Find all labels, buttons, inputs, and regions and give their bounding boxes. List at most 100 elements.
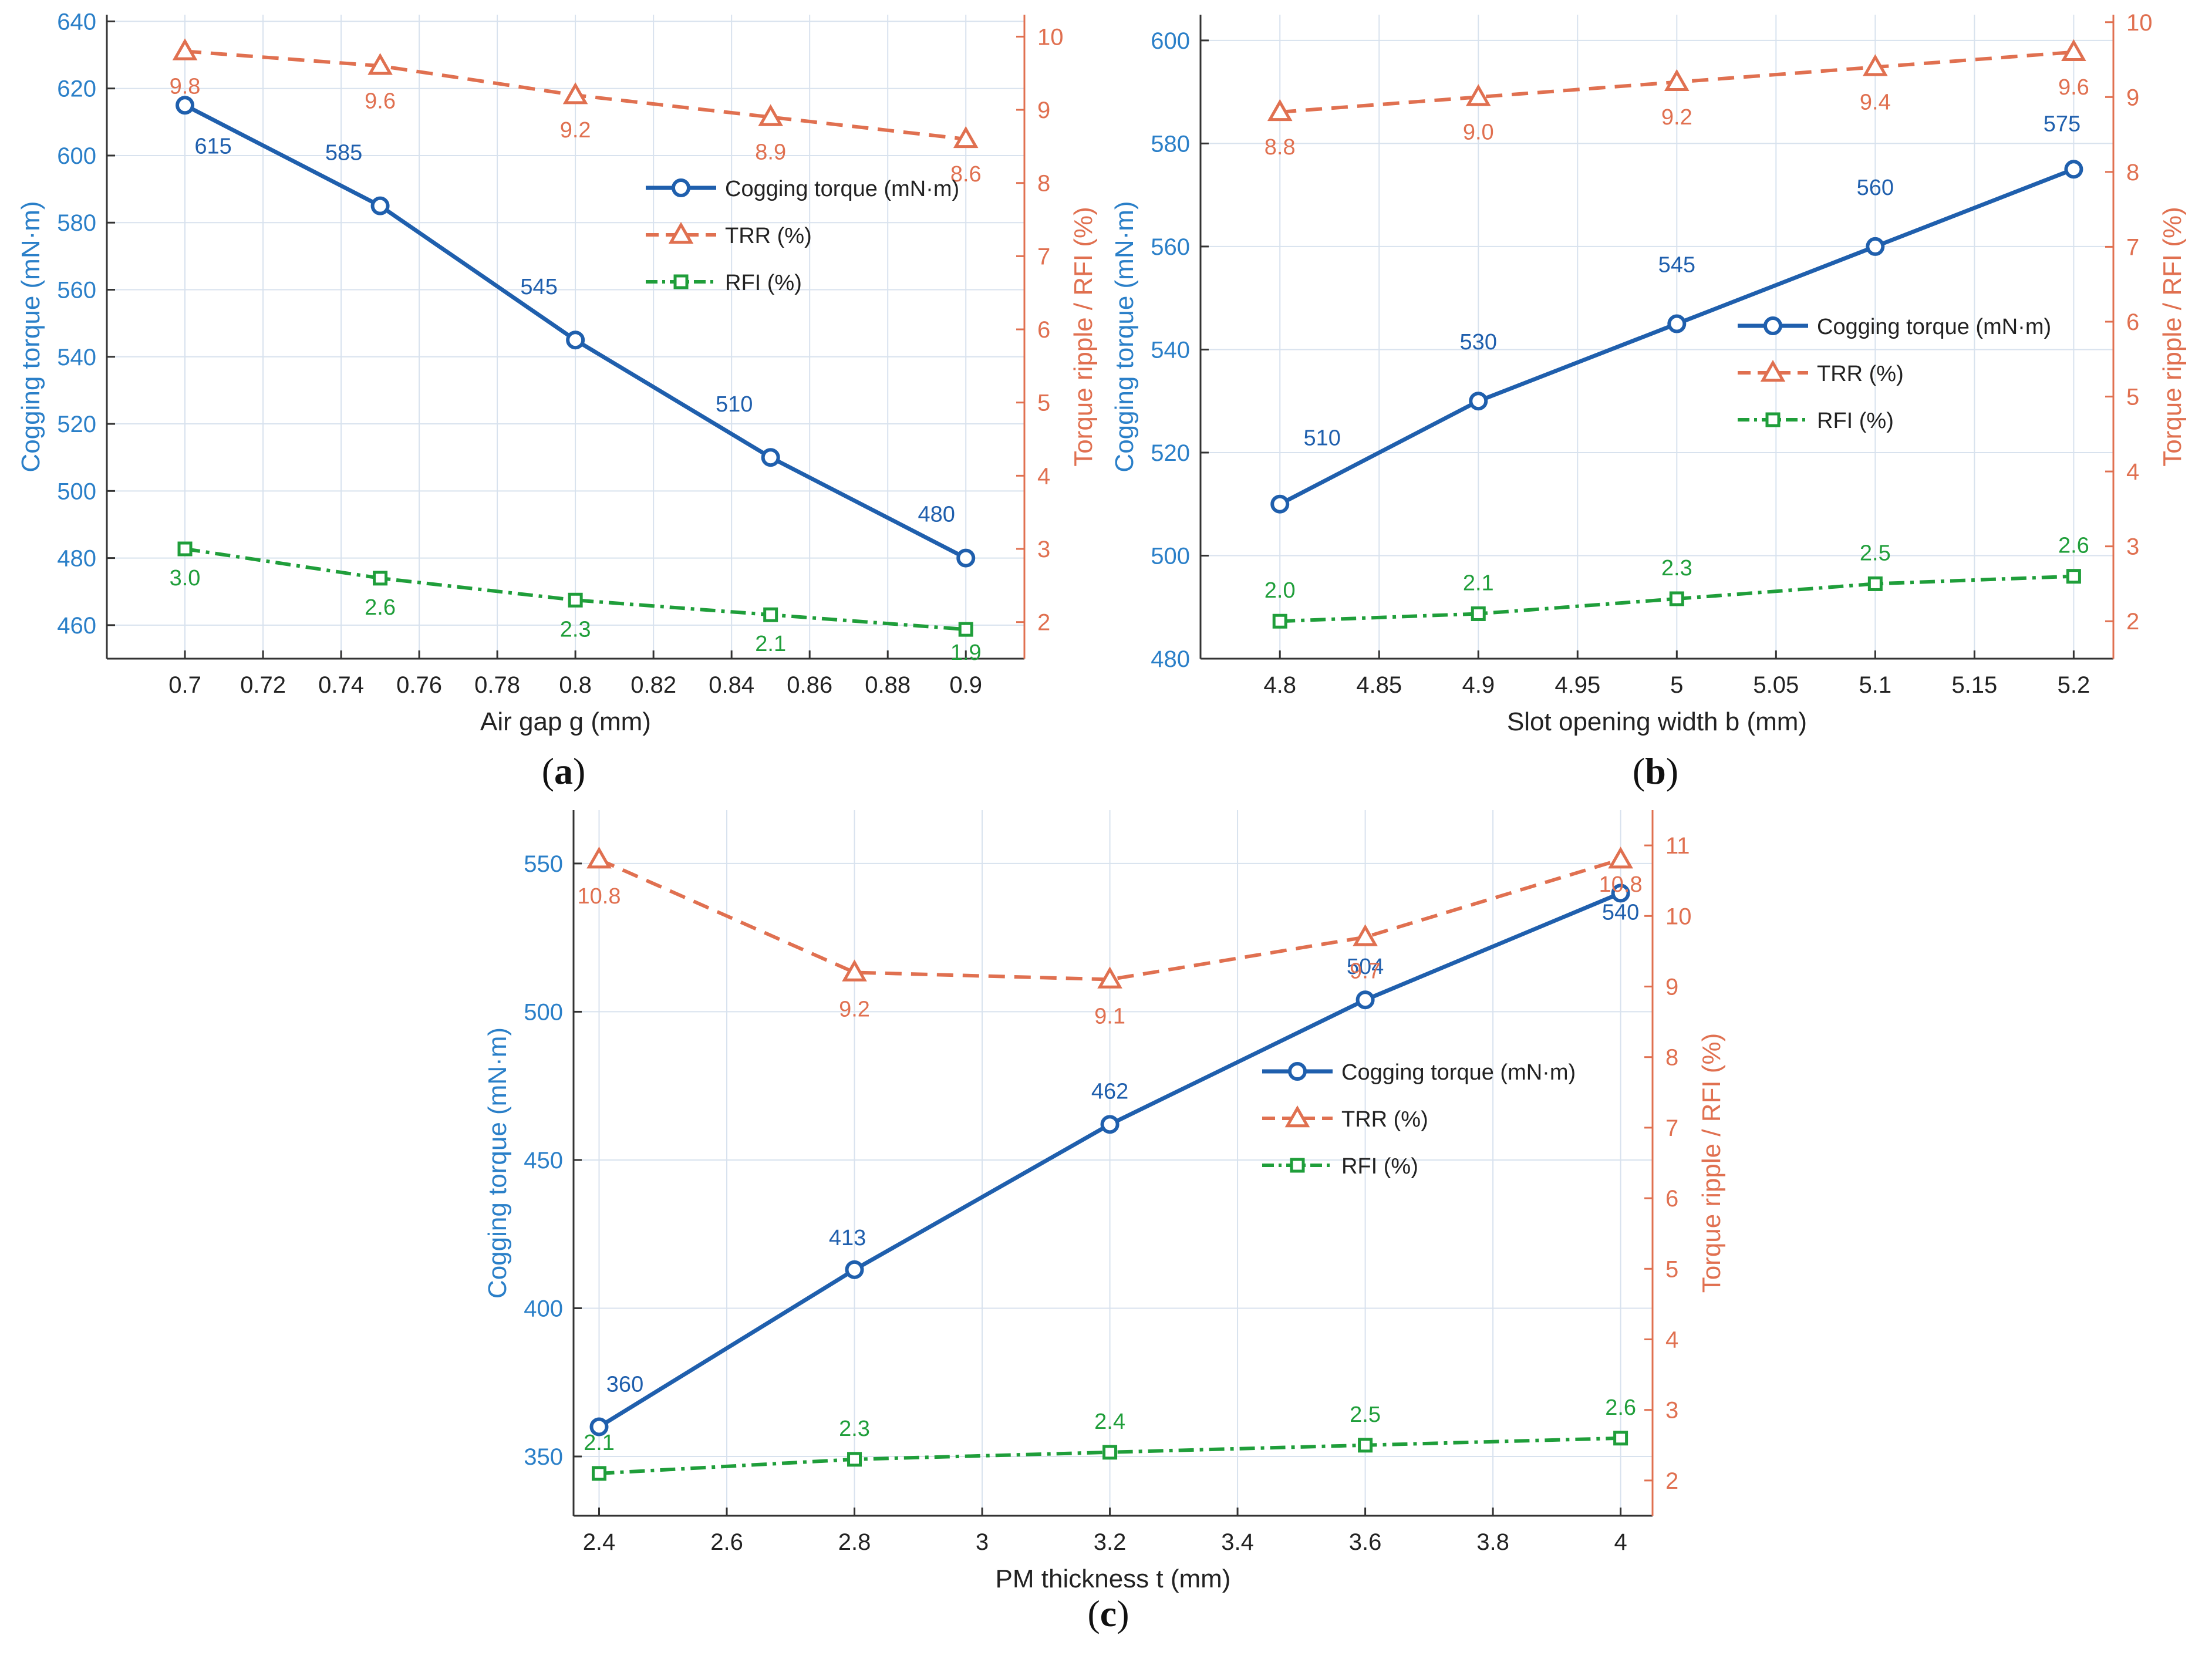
cogging-point <box>1270 494 1290 514</box>
rfi-point <box>1867 576 1883 591</box>
trr-data-label: 9.6 <box>365 89 396 113</box>
series-rfi: 2.0 2.1 2.3 2.5 2.6 <box>1265 534 2089 629</box>
cogging-point <box>2064 160 2083 179</box>
series-cogging: 615 585 545 510 480 <box>176 96 976 568</box>
legend-marker-cogging <box>672 178 690 197</box>
cogging-data-label: 615 <box>194 134 231 159</box>
rfi-data-label: 2.6 <box>365 595 396 620</box>
y-left-tick-label: 640 <box>57 9 96 35</box>
series-cogging: 510 530 545 560 575 <box>1270 112 2083 514</box>
x-tick-label: 0.88 <box>865 672 911 698</box>
cogging-data-label: 540 <box>1602 900 1639 925</box>
rfi-point <box>1669 591 1684 606</box>
y-right-tick-label: 11 <box>1665 833 1690 859</box>
rfi-point <box>592 1466 607 1481</box>
chart-a: 0.7 0.72 0.74 0.76 0.78 0.8 0.82 0.84 0.86 0.88 0.… <box>16 9 1098 792</box>
y-axis-right-title: Torque ripple / RFI (%) <box>1697 1033 1726 1293</box>
y-right-tick-label: 5 <box>2126 385 2139 410</box>
y-right-tick-label: 2 <box>1665 1468 1678 1494</box>
y-right-tick-label: 8 <box>1037 171 1050 197</box>
y-left-tick-label: 600 <box>57 143 96 169</box>
trr-point <box>1353 924 1378 946</box>
x-tick-label: 0.84 <box>709 672 754 698</box>
legend-c: Cogging torque (mN·m) TRR (%) RFI (%) <box>1262 1060 1576 1179</box>
x-tick-label: 5.05 <box>1753 672 1799 698</box>
rfi-data-label: 2.3 <box>1661 556 1692 581</box>
cogging-data-label: 510 <box>1304 426 1341 451</box>
y-left-tick-label: 500 <box>57 478 96 504</box>
y-left-tick-label: 500 <box>524 999 563 1025</box>
y-right-tick-label: 4 <box>1037 463 1050 489</box>
trr-data-label: 9.6 <box>2058 75 2089 100</box>
legend-marker-trr <box>1760 359 1786 382</box>
cogging-data-label: 545 <box>1658 253 1695 278</box>
x-tick-label: 2.4 <box>583 1529 616 1555</box>
trr-point <box>1608 847 1633 869</box>
y-right-tick-label: 8 <box>1665 1045 1678 1071</box>
x-tick-label: 3.8 <box>1476 1529 1509 1555</box>
x-axis-title: Slot opening width b (mm) <box>1507 707 1807 736</box>
x-tick-label: 0.8 <box>559 672 592 698</box>
cogging-data-label: 504 <box>1347 955 1384 979</box>
rfi-data-label: 2.1 <box>584 1431 615 1455</box>
legend-label-cogging: Cogging torque (mN·m) <box>1341 1060 1576 1085</box>
x-tick-label: 4.9 <box>1462 672 1495 698</box>
rfi-data-label: 2.0 <box>1265 578 1296 603</box>
x-tick-label: 0.76 <box>396 672 442 698</box>
x-tick-label: 0.7 <box>168 672 201 698</box>
x-tick-label: 3 <box>976 1529 989 1555</box>
rfi-data-label: 2.6 <box>2058 534 2089 558</box>
cogging-data-label: 480 <box>918 503 955 527</box>
legend-a: Cogging torque (mN·m) TRR (%) RFI (%) <box>646 177 959 295</box>
cogging-point <box>1100 1115 1120 1134</box>
y-left-tick-label: 460 <box>57 613 96 639</box>
y-left-tick-label: 400 <box>524 1296 563 1321</box>
rfi-data-label: 2.1 <box>755 632 786 656</box>
x-tick-label: 0.86 <box>787 672 832 698</box>
legend-label-cogging: Cogging torque (mN·m) <box>1817 315 2051 339</box>
legend-label-cogging: Cogging torque (mN·m) <box>725 177 959 201</box>
x-tick-label: 5 <box>1670 672 1683 698</box>
series-trr: 10.8 9.2 9.1 9.7 10.8 <box>578 847 1643 1029</box>
rfi-point <box>1358 1438 1373 1453</box>
cogging-point <box>1667 314 1687 333</box>
y-right-tick-label: 8 <box>2126 160 2139 186</box>
cogging-data-label: 545 <box>520 275 557 299</box>
rfi-point <box>373 571 388 586</box>
rfi-data-label: 1.9 <box>950 640 982 665</box>
rfi-point <box>177 541 193 557</box>
x-tick-label: 5.2 <box>2058 672 2090 698</box>
y-right-tick-label: 5 <box>1665 1256 1678 1282</box>
y-right-tick-label: 3 <box>1665 1398 1678 1424</box>
y-axis-left-title: Cogging torque (mN·m) <box>16 201 45 472</box>
legend-label-rfi: RFI (%) <box>1817 409 1894 433</box>
y-right-tick-label: 10 <box>1037 24 1064 50</box>
grid-a <box>107 15 1024 659</box>
grid-b <box>1201 15 2113 659</box>
y-right-tick-label: 6 <box>2126 309 2139 335</box>
trr-data-label: 9.0 <box>1463 120 1494 144</box>
trr-point <box>758 104 783 126</box>
x-tick-label: 5.15 <box>1951 672 1997 698</box>
trr-data-label: 10.8 <box>1599 872 1643 897</box>
x-tick-label: 0.72 <box>240 672 286 698</box>
rfi-data-label: 2.3 <box>560 617 591 642</box>
trr-point <box>1465 84 1491 106</box>
chart-b: 4.8 4.85 4.9 4.95 5 5.05 5.1 5.15 5.248050052054… <box>1110 10 2187 792</box>
cogging-point <box>956 548 976 568</box>
y-left-tick-label: 500 <box>1151 543 1190 569</box>
trr-point <box>842 959 867 982</box>
x-tick-label: 2.6 <box>710 1529 743 1555</box>
legend-marker-trr <box>1284 1105 1310 1128</box>
trr-data-label: 9.4 <box>1860 90 1891 114</box>
y-left-tick-label: 550 <box>524 851 563 877</box>
x-tick-label: 4 <box>1614 1529 1627 1555</box>
trr-point <box>953 126 979 149</box>
rfi-data-label: 2.6 <box>1605 1395 1636 1420</box>
cogging-point <box>1611 884 1630 903</box>
y-left-tick-label: 540 <box>1151 337 1190 363</box>
x-tick-label: 2.8 <box>838 1529 871 1555</box>
rfi-data-label: 3.0 <box>170 566 201 591</box>
trr-point <box>367 53 393 75</box>
y-left-tick-label: 580 <box>57 210 96 236</box>
